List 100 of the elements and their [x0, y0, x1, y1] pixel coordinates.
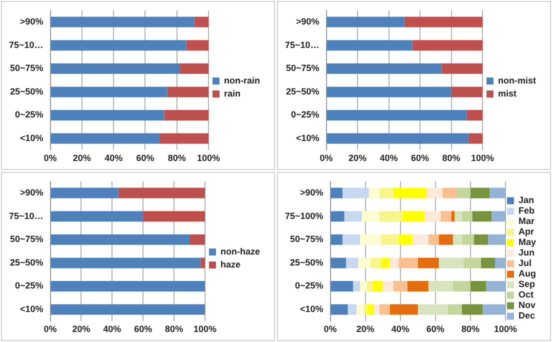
- legend-label: Dec: [518, 310, 536, 321]
- x-tick-label: 60%: [136, 153, 154, 164]
- bar: [50, 188, 118, 198]
- bar: [428, 280, 453, 292]
- bar: [180, 63, 209, 74]
- bar: [486, 280, 506, 292]
- x-tick-label: 100%: [494, 324, 518, 334]
- bar: [50, 110, 164, 121]
- bar: [326, 133, 468, 144]
- y-tick-label: 0~25%: [14, 110, 44, 120]
- y-tick-label: 0~25%: [295, 280, 324, 291]
- bar: [342, 234, 360, 245]
- bar: [472, 211, 492, 222]
- legend-label: Aug: [518, 268, 536, 279]
- y-tick-label: 75~10…: [8, 40, 44, 50]
- y-tick-label: 25~50%: [290, 257, 324, 268]
- bar: [474, 234, 488, 245]
- x-tick-label: 40%: [103, 324, 122, 334]
- bar: [200, 258, 205, 268]
- bar: [50, 16, 194, 28]
- y-tick-label: 75~10…: [8, 210, 44, 221]
- bar: [448, 304, 462, 315]
- bar: [451, 86, 483, 98]
- bar: [326, 63, 442, 74]
- y-tick-label: <10%: [20, 133, 44, 144]
- bar: [190, 234, 205, 245]
- bar: [330, 234, 343, 245]
- legend-label: Sep: [518, 279, 536, 290]
- legend-label: Nov: [518, 300, 536, 310]
- bar: [438, 234, 453, 245]
- bar: [356, 304, 364, 315]
- bar: [326, 86, 452, 98]
- bar: [390, 258, 399, 268]
- legend-label: haze: [220, 259, 241, 270]
- bar: [382, 280, 394, 292]
- bar: [143, 211, 205, 222]
- bar: [344, 211, 362, 222]
- legend-label: Mar: [518, 216, 535, 226]
- legend-label: mist: [498, 88, 517, 98]
- bar: [326, 40, 412, 51]
- x-tick-label: 100%: [470, 153, 494, 164]
- x-tick-label: 60%: [426, 324, 444, 334]
- bar: [462, 234, 474, 245]
- bar: [330, 188, 343, 198]
- bar: [50, 86, 168, 98]
- bar: [330, 211, 344, 222]
- bar: [381, 234, 399, 245]
- x-tick-label: 40%: [104, 153, 123, 164]
- bar: [194, 16, 209, 28]
- bar: [370, 258, 382, 268]
- x-tick-label: 40%: [391, 324, 410, 334]
- legend-label: Jun: [518, 248, 535, 258]
- y-tick-label: <10%: [296, 133, 320, 144]
- y-tick-label: 0~25%: [14, 280, 44, 291]
- bar: [488, 234, 506, 245]
- bar: [118, 188, 205, 198]
- y-tick-label: 0~25%: [290, 110, 320, 120]
- legend-label: Jan: [518, 195, 534, 206]
- bar: [362, 211, 380, 222]
- bar: [407, 280, 428, 292]
- y-tick-label: 75~100%: [284, 210, 324, 221]
- bar: [360, 280, 368, 292]
- y-tick-label: <10%: [300, 304, 324, 314]
- x-tick-label: 20%: [348, 153, 367, 164]
- x-tick-label: 60%: [134, 324, 152, 334]
- legend-label: non-haze: [220, 246, 260, 256]
- bar: [159, 133, 209, 144]
- legend-label: May: [518, 237, 536, 248]
- bar: [440, 211, 452, 222]
- bar: [442, 188, 456, 198]
- bar: [330, 304, 348, 315]
- y-tick-label: >90%: [20, 16, 44, 27]
- x-tick-label: 100%: [193, 324, 217, 334]
- bar: [50, 234, 190, 245]
- legend-label: non-mist: [498, 75, 536, 86]
- bar: [426, 188, 442, 198]
- y-tick-label: 50~75%: [10, 234, 44, 244]
- bar: [398, 258, 418, 268]
- bar: [398, 234, 413, 245]
- y-tick-label: 25~50%: [10, 86, 44, 96]
- bar: [452, 280, 470, 292]
- x-tick-label: 100%: [196, 153, 220, 164]
- y-tick-label: <10%: [20, 304, 44, 314]
- bar: [463, 258, 481, 268]
- bar: [379, 304, 390, 315]
- x-tick-label: 80%: [168, 153, 186, 164]
- x-tick-label: 60%: [411, 153, 430, 164]
- bar: [428, 234, 439, 245]
- bar: [326, 110, 467, 121]
- bar: [491, 211, 506, 222]
- bar: [167, 86, 209, 98]
- bar: [451, 211, 455, 222]
- bar: [367, 280, 372, 292]
- bar: [438, 258, 464, 268]
- bar: [381, 258, 390, 268]
- y-tick-label: 25~50%: [10, 257, 44, 268]
- bar: [418, 258, 439, 268]
- bar: [368, 188, 380, 198]
- legend-label: Feb: [518, 206, 535, 216]
- bar: [326, 16, 404, 28]
